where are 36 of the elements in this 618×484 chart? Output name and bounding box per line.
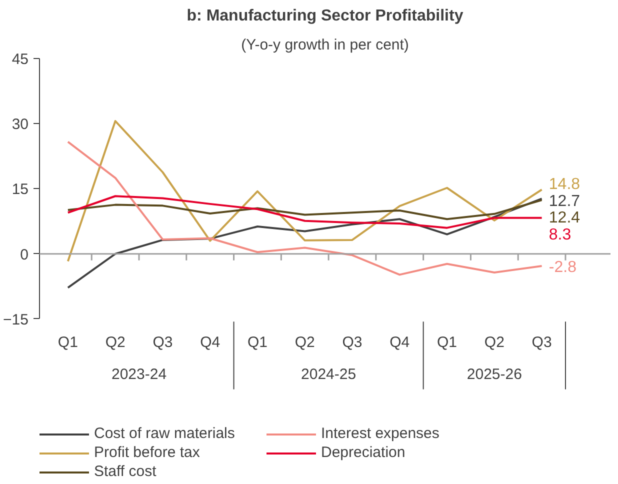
x-tick-label: Q2 [294,334,315,351]
legend-label: Depreciation [321,444,406,461]
y-tick-label: 45 [12,51,29,68]
x-tick-label: Q4 [200,334,220,351]
y-tick-label: −15 [3,311,29,328]
data-label: 12.4 [548,210,580,227]
legend-label: Profit before tax [94,444,201,461]
x-tick-label: Q2 [484,334,504,351]
line-series [66,199,543,220]
x-tick-label: Q3 [532,334,552,351]
text: 2024-25 [301,366,356,384]
legend-label: Staff cost [94,463,158,480]
legend-label: Interest expenses [321,425,440,442]
data-label: 12.7 [548,192,580,210]
x-tick-label: Q4 [390,334,410,351]
x-tick-label: Q1 [58,334,78,351]
y-tick-label: 0 [20,246,28,264]
text: 2023-24 [111,366,167,384]
line-series [66,195,543,229]
data-label: 8.3 [548,226,572,244]
chart-subtitle: (Y-o-y growth in per cent) [241,36,409,54]
x-tick-label: Q3 [342,334,362,351]
y-tick-label: 30 [12,116,29,134]
x-tick-label: Q3 [152,334,173,351]
x-tick-label: Q2 [105,334,126,351]
x-tick-label: Q1 [437,334,458,351]
chart-title: b: Manufacturing Sector Profitability [186,8,464,24]
x-tick-label: Q1 [247,334,268,351]
y-tick-label: 15 [12,181,29,198]
line-series [66,120,543,262]
text: 2025-26 [466,366,522,384]
data-label: 14.8 [548,176,580,193]
line-series [66,198,543,289]
data-label: -2.8 [548,259,577,276]
line-series [66,140,543,276]
legend-label: Cost of raw materials [94,425,236,442]
